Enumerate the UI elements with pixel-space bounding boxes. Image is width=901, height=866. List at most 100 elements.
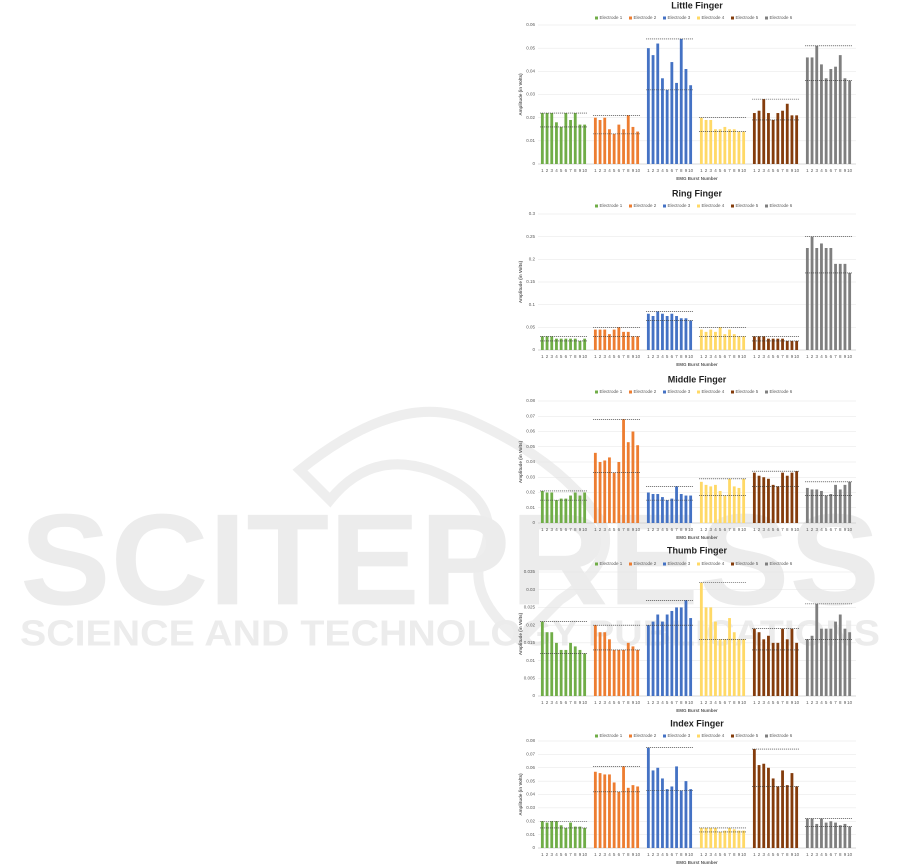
x-tick-label: 7 (781, 168, 784, 173)
legend-label: Electrode 5 (736, 561, 759, 566)
y-tick-label: 0.08 (526, 398, 535, 403)
x-tick-label: 10 (688, 700, 694, 705)
x-tick-label: 7 (834, 168, 837, 173)
bar (665, 614, 669, 696)
x-tick-label: 1 (806, 852, 809, 857)
bar (723, 126, 727, 164)
x-tick-label: 5 (772, 852, 775, 857)
bar (709, 486, 713, 523)
bar (583, 492, 587, 523)
bar (608, 129, 611, 164)
x-tick-label: 2 (652, 852, 655, 857)
x-tick-label: 2 (758, 700, 761, 705)
x-tick-label: 5 (560, 527, 563, 532)
bar (626, 115, 630, 164)
bar (723, 639, 727, 696)
x-tick-label: 7 (728, 700, 731, 705)
x-tick-label: 5 (825, 852, 828, 857)
x-tick-label: 5 (613, 852, 616, 857)
x-tick-label: 3 (815, 527, 818, 532)
x-tick-label: 9 (738, 700, 741, 705)
x-tick-label: 9 (579, 168, 582, 173)
bar (598, 632, 602, 696)
legend-label: Electrode 1 (600, 561, 623, 566)
bar (752, 113, 756, 164)
y-tick-label: 0.07 (526, 413, 535, 418)
bar (636, 445, 640, 523)
x-tick-label: 1 (753, 168, 756, 173)
bar (578, 649, 582, 696)
bar (665, 316, 669, 350)
x-tick-label: 5 (772, 700, 775, 705)
bar (776, 642, 780, 696)
x-tick-label: 4 (820, 168, 823, 173)
x-tick-label: 6 (830, 354, 833, 359)
bar (665, 89, 669, 164)
chart-title: Middle Finger (668, 374, 727, 384)
bar (583, 827, 587, 848)
x-tick-label: 8 (733, 852, 736, 857)
bar (603, 329, 607, 350)
x-tick-label: 2 (811, 527, 814, 532)
bar (723, 495, 727, 523)
bar (742, 131, 746, 164)
x-tick-label: 6 (724, 168, 727, 173)
y-tick-label: 0.04 (526, 69, 535, 74)
x-tick-label: 4 (555, 700, 558, 705)
bar (631, 431, 635, 523)
x-tick-label: 9 (579, 527, 582, 532)
y-tick-label: 0.03 (526, 474, 535, 479)
bar (598, 773, 602, 848)
y-tick-label: 0.06 (526, 429, 535, 434)
x-tick-label: 10 (741, 354, 747, 359)
bar (810, 818, 814, 848)
bar (670, 786, 674, 848)
x-tick-label: 3 (815, 700, 818, 705)
bar (728, 618, 731, 696)
x-tick-label: 1 (594, 527, 597, 532)
bar (718, 490, 722, 523)
legend-swatch (765, 734, 768, 738)
bar (555, 338, 558, 350)
x-tick-label: 5 (613, 354, 616, 359)
x-tick-label: 5 (772, 527, 775, 532)
x-tick-label: 9 (844, 168, 847, 173)
bar (612, 649, 616, 696)
bar (848, 481, 852, 523)
x-tick-label: 3 (815, 354, 818, 359)
x-tick-label: 7 (781, 354, 784, 359)
bar (767, 478, 770, 523)
bar (661, 778, 664, 848)
bar (636, 131, 640, 164)
x-tick-label: 5 (719, 354, 722, 359)
legend-label: Electrode 6 (770, 15, 793, 20)
x-tick-label: 2 (546, 700, 549, 705)
y-tick-label: 0.06 (526, 765, 535, 770)
bar (564, 649, 568, 696)
x-tick-label: 10 (847, 700, 853, 705)
x-axis-label: EMG Burst Number (676, 362, 718, 367)
x-tick-label: 5 (613, 700, 616, 705)
x-tick-label: 10 (688, 852, 694, 857)
y-tick-label: 0 (532, 693, 535, 698)
legend-swatch (663, 562, 666, 566)
x-tick-label: 2 (652, 527, 655, 532)
bar (603, 117, 607, 164)
x-tick-label: 3 (603, 700, 606, 705)
bar (767, 113, 770, 164)
x-tick-label: 6 (565, 354, 568, 359)
bar (848, 80, 852, 164)
bar (723, 830, 727, 848)
y-tick-label: 0.05 (526, 778, 535, 783)
x-tick-label: 5 (666, 700, 669, 705)
bar (699, 481, 703, 523)
x-tick-label: 9 (791, 168, 794, 173)
x-tick-label: 3 (762, 852, 765, 857)
x-tick-label: 8 (680, 168, 683, 173)
x-tick-label: 8 (574, 527, 577, 532)
x-tick-label: 4 (555, 527, 558, 532)
bar (608, 639, 611, 696)
legend-swatch (629, 562, 632, 566)
x-tick-label: 8 (839, 700, 842, 705)
x-tick-label: 1 (541, 852, 544, 857)
